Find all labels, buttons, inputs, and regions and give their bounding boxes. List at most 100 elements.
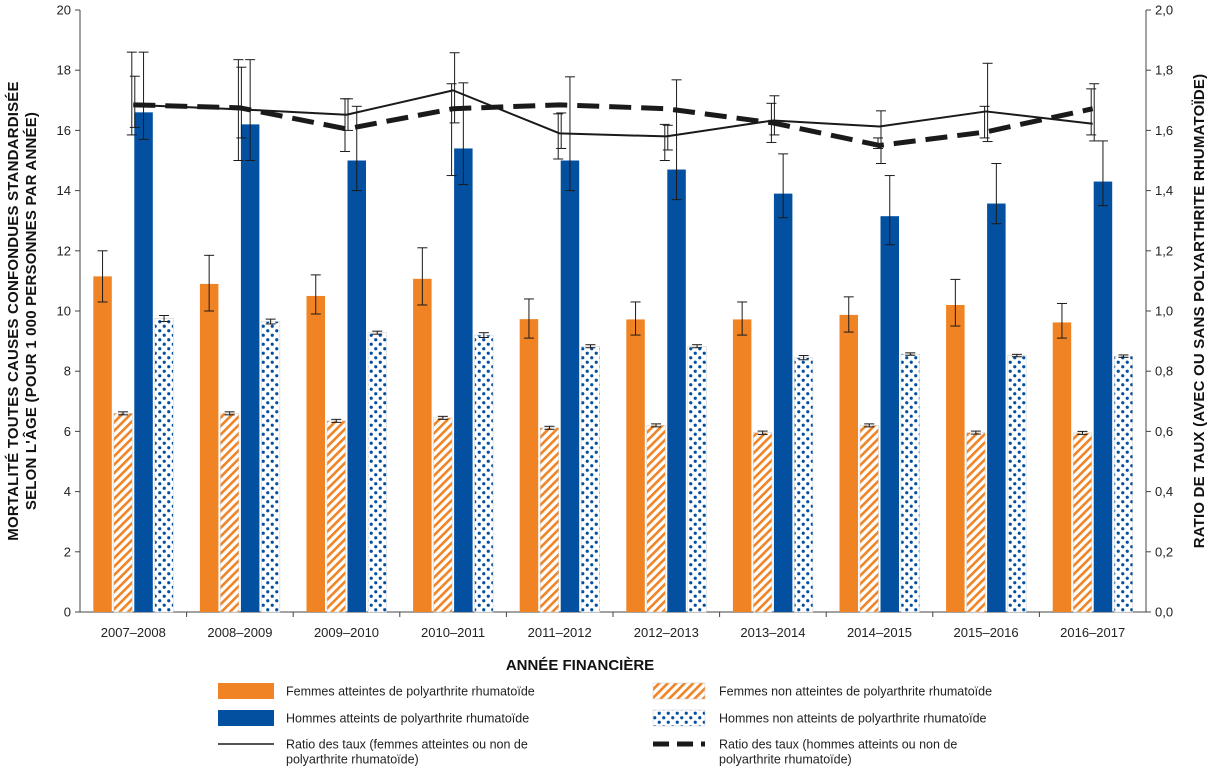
bar (667, 169, 686, 612)
y-tick-label-right: 0,4 (1155, 484, 1173, 499)
bar (966, 432, 986, 613)
bar (326, 420, 346, 613)
legend-label: polyarthrite rhumatoïde) (719, 753, 852, 767)
bar (794, 357, 814, 613)
y-tick-label-left: 4 (64, 484, 71, 499)
legend-swatch (652, 682, 706, 700)
legend-item: Hommes non atteints de polyarthrite rhum… (652, 709, 987, 727)
bar (474, 334, 494, 613)
legend-label: Hommes atteints de polyarthrite rhumatoï… (286, 712, 529, 726)
legend-label: Femmes non atteintes de polyarthrite rhu… (719, 685, 992, 699)
x-axis-title: ANNÉE FINANCIÈRE (506, 657, 654, 674)
bar (454, 148, 473, 612)
bar (580, 345, 600, 613)
bar (519, 319, 539, 612)
legend-label: Hommes non atteints de polyarthrite rhum… (719, 712, 987, 726)
legend-item: Ratio des taux (hommes atteints ou non d… (653, 738, 957, 767)
x-tick-label: 2009–2010 (314, 625, 379, 640)
legend-label: polyarthrite rhumatoïde) (286, 753, 419, 767)
y-tick-label-left: 18 (57, 63, 71, 78)
y-tick-label-right: 1,2 (1155, 243, 1173, 258)
bar (880, 216, 899, 612)
bars-layer (93, 51, 1133, 613)
legend-label: Ratio des taux (hommes atteints ou non d… (719, 738, 957, 752)
x-tick-label: 2015–2016 (954, 625, 1019, 640)
x-tick-label: 2007–2008 (101, 625, 166, 640)
x-tick-label: 2013–2014 (740, 625, 805, 640)
bar (1052, 322, 1072, 612)
legend-label: Femmes atteintes de polyarthrite rhumato… (286, 685, 535, 699)
y-tick-label-right: 0,8 (1155, 364, 1173, 379)
y-tick-label-left: 8 (64, 364, 71, 379)
y-tick-label-left: 6 (64, 424, 71, 439)
bar (732, 319, 752, 612)
y-tick-label-right: 1,0 (1155, 304, 1173, 319)
bar (113, 413, 133, 613)
legend-label: Ratio des taux (femmes atteintes ou non … (286, 738, 528, 752)
bar (240, 124, 260, 612)
legend-item: Femmes atteintes de polyarthrite rhumato… (218, 683, 535, 699)
y-tick-label-right: 1,4 (1155, 183, 1173, 198)
axes: 0 2 4 6 8 10 12 14 16 18 20 0,0 0,2 0,4 0,6 0,8 1,0 1,2 1,… (57, 3, 1174, 641)
legend-item: Hommes atteints de polyarthrite rhumatoï… (218, 710, 529, 726)
y-tick-label-left: 20 (57, 3, 71, 18)
ratio-line-women (133, 89, 1093, 138)
y-tick-label-right: 0,2 (1155, 544, 1173, 559)
y-axis-title-left-line2: SELON L'ÂGE (POUR 1 000 PERSONNES PAR AN… (22, 112, 40, 510)
legend-swatch (218, 710, 274, 726)
bar (646, 425, 666, 613)
bar (433, 417, 453, 613)
legend-swatch (652, 709, 706, 727)
y-tick-label-left: 10 (57, 304, 71, 319)
y-tick-label-right: 1,6 (1155, 123, 1173, 138)
bar (539, 427, 559, 613)
bar (134, 112, 153, 612)
x-tick-label: 2014–2015 (847, 625, 912, 640)
x-tick-label: 2010–2011 (421, 625, 485, 640)
legend-swatch (218, 683, 274, 699)
bar (859, 425, 879, 613)
x-tick-label: 2011–2012 (528, 625, 592, 640)
y-tick-label-left: 14 (57, 183, 71, 198)
bar (560, 160, 580, 612)
x-tick-label: 2012–2013 (634, 625, 699, 640)
bar (199, 283, 219, 612)
bar (1072, 432, 1092, 613)
bar (626, 319, 645, 612)
bar (839, 314, 858, 612)
bar (900, 353, 920, 613)
bar (1007, 355, 1027, 613)
y-tick-label-left: 12 (57, 243, 71, 258)
bar (413, 278, 432, 612)
ratio-line-men (133, 102, 1094, 148)
y-tick-label-right: 0,6 (1155, 424, 1173, 439)
bar (1093, 181, 1113, 612)
bar (773, 193, 793, 613)
bar (347, 160, 366, 612)
legend-item: Femmes non atteintes de polyarthrite rhu… (652, 682, 992, 700)
bar (687, 345, 707, 613)
y-tick-label-left: 0 (64, 605, 71, 620)
axis-labels: ANNÉE FINANCIÈRE MORTALITÉ TOUTES CAUSES… (5, 74, 1208, 674)
bar (1113, 355, 1133, 613)
ratio-lines-layer (126, 51, 1100, 177)
y-tick-label-left: 16 (57, 123, 71, 138)
bar (261, 321, 281, 613)
bar (367, 332, 387, 613)
bar (93, 276, 112, 612)
bar (753, 432, 773, 613)
bar (220, 413, 240, 613)
bar (154, 318, 174, 613)
y-tick-label-left: 2 (64, 544, 71, 559)
bar (987, 203, 1006, 612)
y-tick-label-right: 2,0 (1155, 3, 1173, 18)
bar (946, 304, 965, 612)
x-tick-label: 2008–2009 (207, 625, 272, 640)
legend: Femmes atteintes de polyarthrite rhumato… (218, 682, 992, 767)
legend-item: Ratio des taux (femmes atteintes ou non … (218, 738, 528, 767)
x-tick-label: 2016–2017 (1060, 625, 1125, 640)
y-axis-title-right: RATIO DE TAUX (AVEC OU SANS POLYARTHRITE… (1191, 74, 1208, 549)
bar (306, 295, 325, 612)
y-tick-label-right: 1,8 (1155, 63, 1173, 78)
